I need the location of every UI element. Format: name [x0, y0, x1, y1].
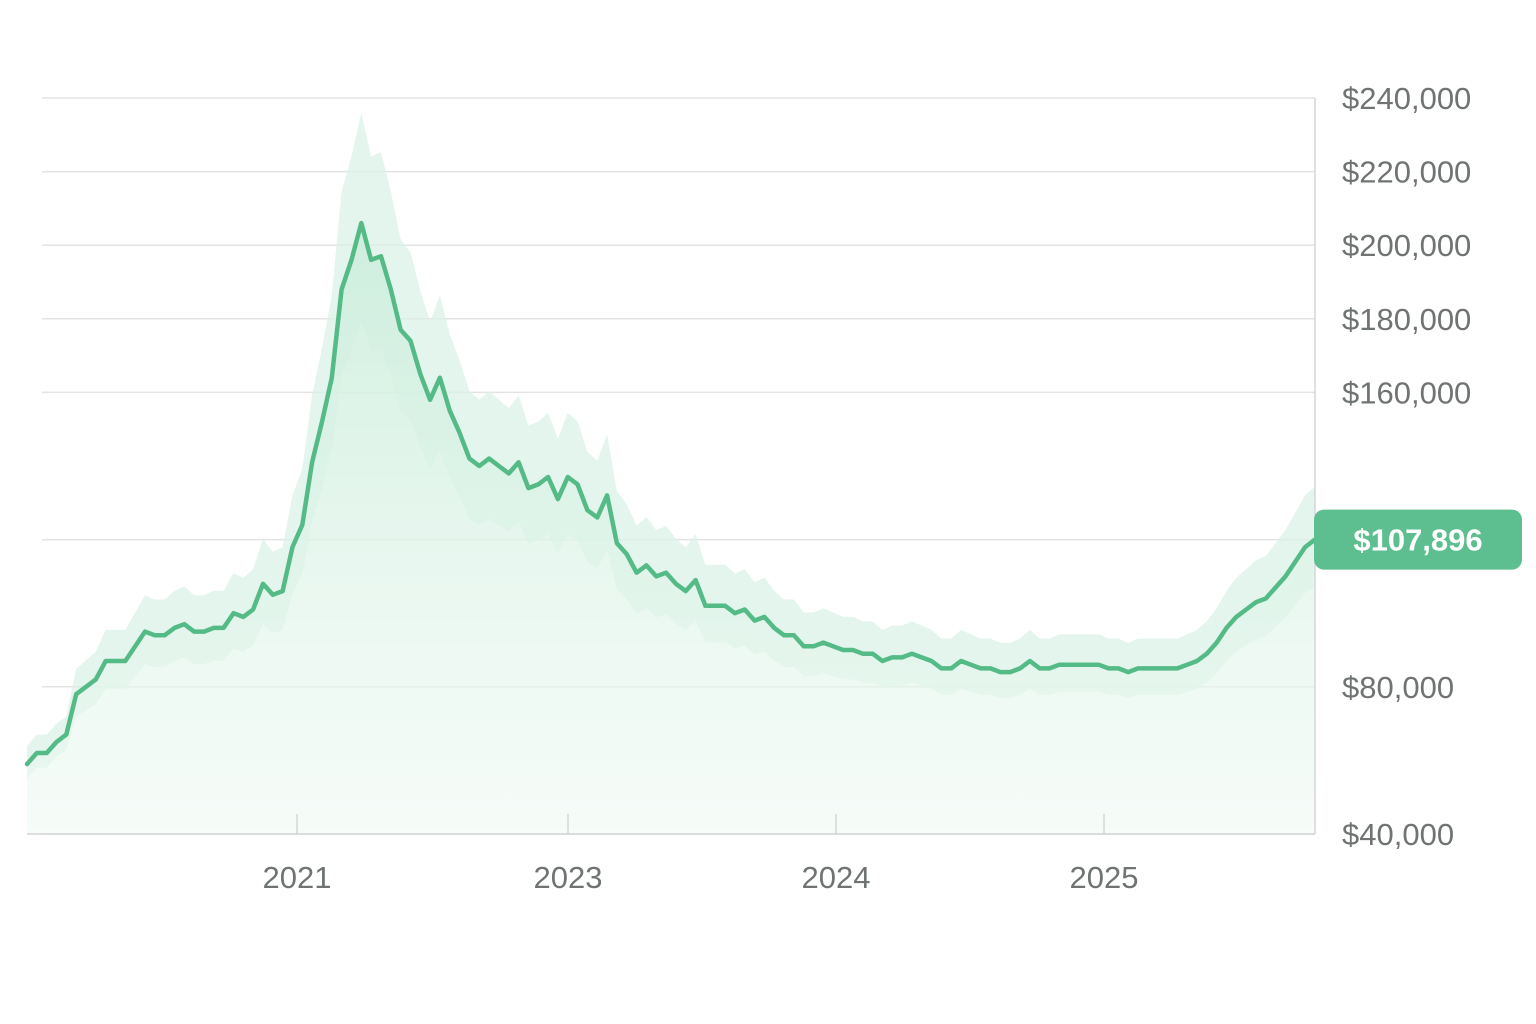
x-tick-label: 2024: [802, 860, 871, 895]
price-line-group: [24, 220, 1318, 767]
price-line: [24, 220, 1318, 767]
y-tick-labels: $40,000 $80,000 $160,000 $180,000 $200,000 $2…: [1342, 81, 1471, 852]
y-tick-label: $40,000: [1342, 817, 1454, 852]
x-tick-label: 2025: [1070, 860, 1139, 895]
axes: [27, 98, 1316, 835]
current-value-badge: [1314, 509, 1522, 570]
area-fill: [27, 223, 1315, 835]
y-tick-label: $80,000: [1342, 670, 1454, 705]
x-tick-label: 2023: [534, 860, 603, 895]
x-tick-label: 2021: [263, 860, 332, 895]
y-tick-label: $220,000: [1342, 155, 1471, 190]
y-tick-label: $180,000: [1342, 302, 1471, 337]
y-tick-label: $200,000: [1342, 228, 1471, 263]
y-tick-label: $160,000: [1342, 375, 1471, 410]
x-tick-labels: 2021 2023 2024 2025: [263, 860, 1139, 895]
current-value-label: $107,896: [1353, 523, 1482, 558]
y-tick-label: $240,000: [1342, 81, 1471, 116]
area-under-line: [27, 223, 1315, 835]
current-value-badge-group: $107,896: [1314, 509, 1522, 570]
